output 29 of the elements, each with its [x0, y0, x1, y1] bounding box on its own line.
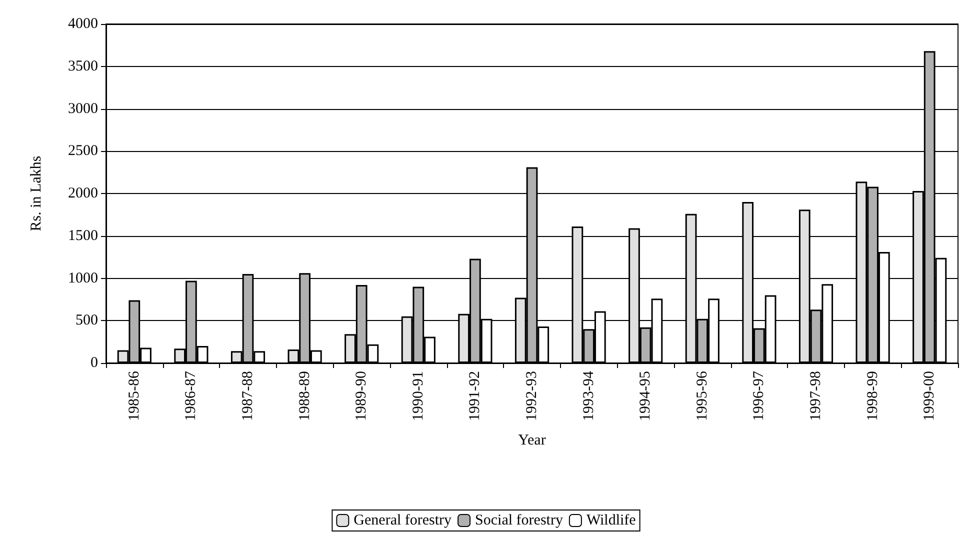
- x-tick-label: 1986-87: [183, 370, 200, 421]
- y-tick-label: 2500: [68, 143, 98, 160]
- x-tick-label: 1993-94: [580, 370, 597, 421]
- x-tick-label: 1990-91: [410, 371, 426, 421]
- y-axis-title: Rs. in Lakhs: [28, 156, 44, 232]
- legend-label: Wildlife: [586, 512, 636, 528]
- x-tick-label: 1988-89: [296, 371, 313, 421]
- x-tick-label: 1989-90: [354, 371, 370, 421]
- x-tick-label: 1999-00: [922, 371, 938, 421]
- legend-label: General forestry: [354, 512, 452, 528]
- x-tick-label: 1985-86: [126, 370, 142, 421]
- y-tick-label: 500: [76, 312, 98, 329]
- legend-label: Social forestry: [475, 512, 564, 528]
- x-axis-title: Year: [518, 432, 546, 448]
- x-tick-label: 1998-99: [864, 371, 881, 421]
- x-tick-label: 1997-98: [808, 371, 824, 421]
- x-tick-label: 1996-97: [751, 370, 768, 421]
- y-tick-label: 3000: [68, 100, 98, 117]
- y-tick-label: 3500: [68, 58, 98, 74]
- y-tick-label: 1500: [68, 228, 98, 244]
- x-tick-label: 1987-88: [240, 371, 256, 421]
- x-tick-label: 1991-92: [467, 371, 484, 421]
- y-tick-label: 0: [90, 355, 98, 371]
- x-tick-label: 1992-93: [524, 371, 540, 421]
- x-tick-label: 1995-96: [694, 370, 710, 421]
- y-tick-label: 2000: [68, 186, 98, 202]
- x-tick-label: 1994-95: [638, 371, 654, 421]
- y-tick-label: 4000: [68, 16, 98, 32]
- y-tick-label: 1000: [68, 270, 98, 286]
